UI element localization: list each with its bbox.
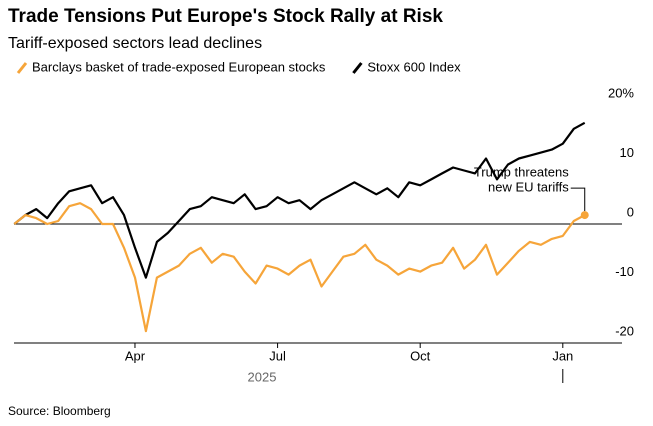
legend-item: Stoxx 600 Index bbox=[352, 59, 461, 74]
annotation-text: new EU tariffs bbox=[488, 180, 569, 195]
legend-label: Barclays basket of trade-exposed Europea… bbox=[32, 59, 326, 74]
annotation-text: Trump threatens bbox=[474, 165, 569, 180]
chart-title: Trade Tensions Put Europe's Stock Rally … bbox=[8, 6, 443, 27]
x-tick-label: Jul bbox=[269, 348, 286, 363]
y-tick-label: 10 bbox=[620, 145, 634, 160]
y-tick-label: 0 bbox=[627, 204, 634, 219]
x-tick-label: Apr bbox=[125, 348, 146, 363]
legend-item: Barclays basket of trade-exposed Europea… bbox=[16, 59, 326, 74]
legend-swatch bbox=[352, 62, 363, 74]
annotation-dot bbox=[580, 211, 589, 220]
annotation-leader bbox=[570, 187, 586, 212]
y-tick-label: -10 bbox=[615, 264, 634, 279]
x-axis-label: 2025 bbox=[248, 369, 277, 384]
y-tick-label: -20 bbox=[615, 323, 634, 338]
x-tick-label: Jan bbox=[552, 348, 573, 363]
y-tick-label: 20% bbox=[608, 85, 634, 100]
legend-swatch bbox=[16, 62, 28, 74]
x-tick-label: Oct bbox=[410, 348, 431, 363]
series-line bbox=[13, 202, 586, 333]
chart-subtitle: Tariff-exposed sectors lead declines bbox=[8, 35, 262, 52]
series-line bbox=[13, 121, 586, 279]
source: Source: Bloomberg bbox=[8, 404, 111, 418]
legend-label: Stoxx 600 Index bbox=[367, 59, 461, 74]
